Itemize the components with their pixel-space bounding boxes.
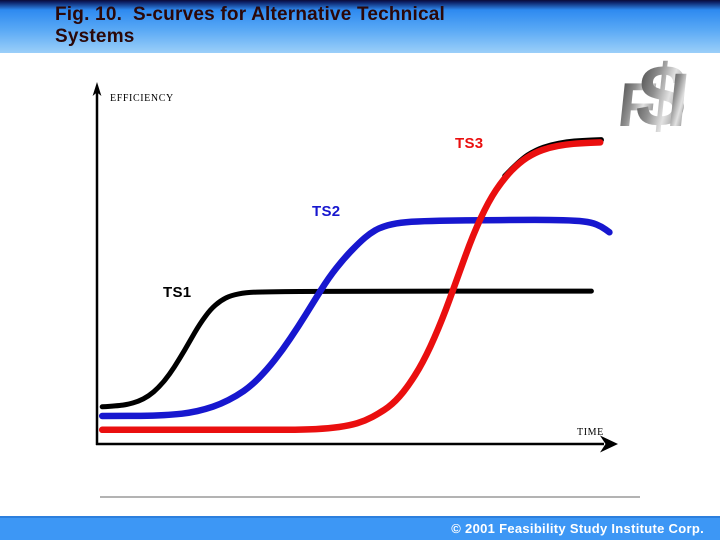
curve-ts1 — [99, 288, 594, 410]
x-axis-label: TIME — [577, 427, 604, 438]
slide-header: Fig. 10. S-curves for Alternative Techni… — [0, 0, 720, 53]
slide-title: Fig. 10. S-curves for Alternative Techni… — [55, 4, 445, 48]
y-axis-label: EFFICIENCY — [110, 93, 174, 104]
axes — [92, 82, 618, 453]
slide-title-line1: Fig. 10. S-curves for Alternative Techni… — [55, 4, 445, 25]
curve-label-ts1: TS1 — [163, 284, 192, 301]
curve-ts3 — [98, 139, 604, 434]
x-axis-arrow-icon — [600, 435, 618, 453]
slide-footer: © 2001 Feasibility Study Institute Corp. — [0, 516, 720, 540]
slide-title-line2: Systems — [55, 26, 135, 47]
y-axis-arrow-icon — [92, 82, 102, 96]
curve-label-ts3: TS3 — [455, 135, 484, 152]
curve-label-ts2: TS2 — [312, 203, 341, 220]
separator-line — [100, 496, 640, 498]
curve-ts2 — [98, 216, 613, 420]
footer-copyright: © 2001 Feasibility Study Institute Corp. — [451, 521, 704, 536]
curves-layer — [98, 137, 613, 434]
